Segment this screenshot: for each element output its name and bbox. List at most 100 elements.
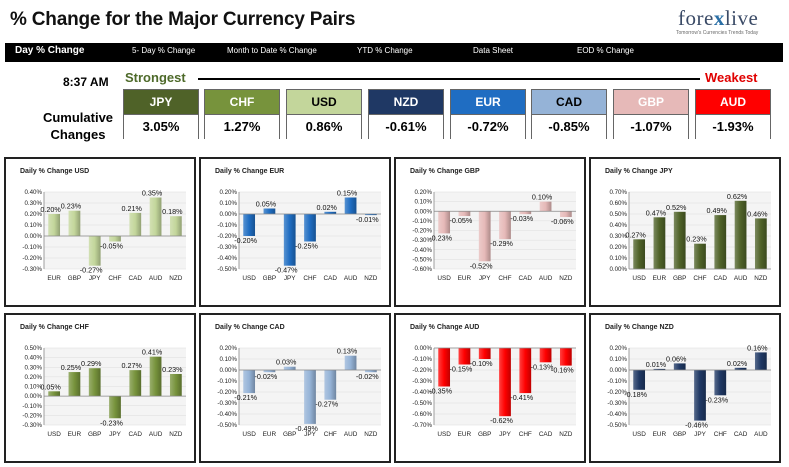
x-tick-label: AUD [344,275,358,282]
bar-chart: Daily % Change AUD 0.00% -0.10% -0.20% -0.30… [410,324,576,438]
bar-eur [458,348,471,365]
y-tick-label: 0.30% [609,233,627,240]
currency-code: AUD [696,90,770,114]
currency-code: GBP [614,90,688,114]
x-tick-label: GBP [68,275,82,282]
data-label: -0.03% [510,214,533,223]
chart-panel-aud: Daily % Change AUD 0.00% -0.10% -0.20% -0.30… [394,313,586,463]
y-tick-label: 0.00% [414,345,432,352]
data-label: -0.25% [295,242,318,251]
y-tick-label: -0.20% [217,233,237,240]
x-tick-label: GBP [673,431,687,438]
bar-aud [149,197,162,236]
x-tick-label: JPY [499,431,511,438]
data-label: -0.02% [255,372,278,381]
x-tick-label: AUD [754,431,768,438]
bar-usd [633,370,646,390]
data-label: -0.01% [356,215,379,224]
x-tick-label: USD [242,275,256,282]
y-tick-label: 0.40% [24,189,42,196]
data-label: -0.05% [450,216,473,225]
tab-ytd-change[interactable]: YTD % Change [357,46,413,55]
y-tick-label: 0.10% [414,199,432,206]
x-tick-label: EUR [458,275,472,282]
data-label: -0.41% [510,393,533,402]
forexlive-logo[interactable]: forexlive Tomorrow's Currencies Trends T… [672,6,772,40]
chart-title: Daily % Change CHF [20,324,90,331]
x-tick-label: GBP [283,431,297,438]
bar-nzd [364,370,377,373]
y-tick-label: -0.70% [412,422,432,429]
bar-cad [324,211,337,214]
x-tick-label: NZD [754,275,768,282]
tab-5-day-change[interactable]: 5- Day % Change [132,46,196,55]
y-tick-label: 0.00% [219,211,237,218]
x-tick-label: USD [437,431,451,438]
x-tick-label: GBP [263,275,277,282]
y-tick-label: 0.10% [219,356,237,363]
bar-eur [68,372,81,397]
chart-title: Daily % Change NZD [605,324,674,331]
y-tick-label: 0.20% [609,244,627,251]
bar-usd [633,239,646,269]
x-tick-label: AUD [734,275,748,282]
tab-month-to-date-change[interactable]: Month to Date % Change [227,46,317,55]
currency-code: USD [287,90,361,114]
bar-eur [48,214,61,236]
tab-day-change[interactable]: Day % Change [15,45,85,56]
nav-bar: Day % Change 5- Day % Change Month to Da… [5,43,783,62]
plot-area [44,192,186,269]
bar-gbp [673,363,686,370]
data-label: -0.18% [624,390,647,399]
bar-chf [324,370,337,400]
currency-cumulative-value: 0.86% [287,114,361,139]
bar-chf [714,370,727,396]
data-label: 0.05% [40,382,61,391]
chart-title: Daily % Change GBP [410,168,480,175]
data-label: -0.46% [685,421,708,430]
bar-usd [48,391,61,397]
data-label: -0.02% [356,372,379,381]
bar-aud [149,356,162,397]
tab-eod-change[interactable]: EOD % Change [577,46,634,55]
x-tick-label: AUD [149,431,163,438]
bar-chf [304,214,316,242]
data-label: 0.46% [747,209,768,218]
bar-gbp [263,208,276,214]
currency-cumulative-value: -1.07% [614,114,688,139]
y-tick-label: -0.30% [412,378,432,385]
x-tick-label: CHF [519,431,532,438]
y-tick-label: -0.50% [412,400,432,407]
page-title: % Change for the Major Currency Pairs [10,9,356,30]
x-tick-label: AUD [539,275,553,282]
y-tick-label: -0.60% [412,411,432,418]
bar-jpy [283,214,296,266]
x-tick-label: NZD [364,431,378,438]
data-label: -0.27% [80,266,103,275]
bar-chart: Daily % Change CHF0.50%0.40%0.30%0.20%0.… [20,324,186,438]
data-label: 0.10% [532,193,553,202]
data-label: -0.23% [705,395,728,404]
data-label: -0.13% [531,362,554,371]
data-label: 0.21% [122,204,143,213]
weakest-label: Weakest [705,70,758,85]
y-tick-label: 0.20% [219,345,237,352]
bar-nzd [169,373,182,397]
bar-gbp [673,211,686,269]
bar-cad [519,211,532,215]
x-tick-label: CHF [714,431,727,438]
data-label: -0.21% [234,393,257,402]
y-tick-label: -0.40% [217,411,237,418]
x-tick-label: CHF [498,275,511,282]
data-label: 0.23% [162,365,183,374]
strongest-label: Strongest [125,70,186,85]
tab-data-sheet[interactable]: Data Sheet [473,46,514,55]
x-tick-label: NZD [169,275,183,282]
data-label: 0.18% [162,207,183,216]
data-label: -0.52% [470,261,493,270]
y-tick-label: 0.20% [219,189,237,196]
x-tick-label: GBP [673,275,687,282]
x-tick-label: NZD [364,275,378,282]
x-tick-label: CHF [303,275,316,282]
bar-usd [243,370,256,394]
